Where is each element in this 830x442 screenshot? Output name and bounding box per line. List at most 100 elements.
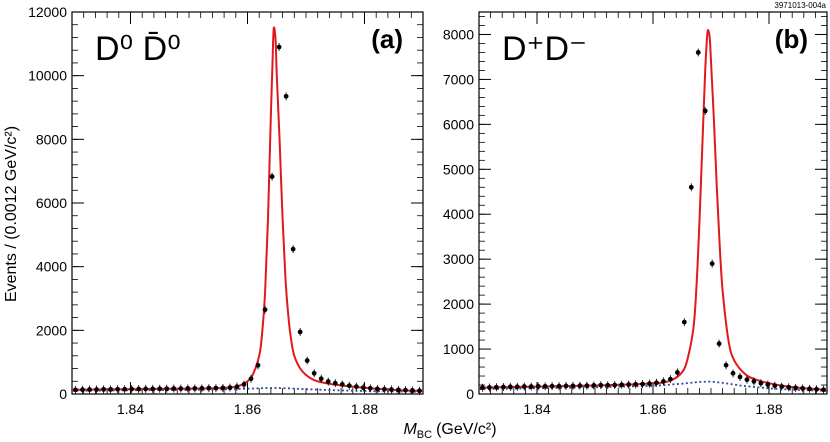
data-point (480, 385, 485, 391)
data-point (234, 384, 240, 390)
data-point (403, 387, 408, 393)
data-point (136, 386, 142, 392)
data-point (94, 387, 99, 392)
data-point (367, 385, 373, 391)
data-point (674, 370, 680, 375)
data-point (723, 362, 729, 368)
data-point (73, 387, 78, 393)
x-tick-label: 1.86 (639, 401, 666, 417)
data-point (101, 386, 106, 392)
data-point (494, 384, 499, 390)
data-point (290, 246, 296, 252)
decay-label: D⁰ D̄⁰ (95, 30, 181, 68)
data-point (702, 108, 708, 114)
data-point (157, 386, 163, 392)
data-point (304, 358, 310, 363)
data-point (688, 184, 694, 190)
data-point (514, 384, 520, 390)
y-tick-label: 5000 (443, 161, 474, 177)
data-point (199, 385, 205, 391)
data-point (318, 376, 324, 382)
data-point (814, 386, 819, 392)
y-tick-label: 4000 (443, 206, 474, 222)
y-tick-label: 2000 (443, 296, 474, 312)
data-point (737, 374, 743, 380)
y-tick-label: 2000 (36, 322, 67, 338)
plot-frame (71, 11, 424, 395)
data-point (220, 385, 226, 391)
x-tick-label: 1.88 (351, 401, 378, 417)
fit-curve (72, 26, 423, 392)
data-point (150, 386, 156, 392)
data-point (654, 380, 659, 386)
data-point (779, 384, 785, 389)
data-point (528, 384, 534, 389)
data-point (325, 379, 331, 384)
x-tick-label: 1.88 (755, 401, 782, 417)
data-point (389, 387, 394, 392)
data-point (647, 381, 652, 387)
y-tick-label: 7000 (443, 71, 474, 87)
data-point (619, 382, 625, 388)
y-tick-label: 4000 (36, 259, 67, 275)
data-point (213, 385, 219, 391)
data-point (563, 383, 569, 389)
y-tick-label: 6000 (443, 116, 474, 132)
data-point (681, 319, 687, 325)
data-point (346, 383, 352, 389)
data-point (122, 386, 128, 392)
plot-frame (478, 11, 828, 395)
data-point (143, 386, 149, 392)
data-point (716, 341, 722, 347)
data-point (591, 383, 597, 388)
data-point (570, 383, 576, 389)
data-point (542, 383, 548, 389)
data-point (129, 386, 135, 392)
data-point (612, 382, 618, 388)
data-point (248, 376, 254, 382)
data-point (227, 385, 233, 391)
data-point (772, 383, 778, 389)
data-point (115, 386, 121, 392)
y-tick-label: 12000 (28, 4, 67, 20)
data-point (381, 386, 387, 392)
y-axis-title: Events / (0.0012 GeV/c²) (3, 126, 20, 302)
data-point (640, 381, 645, 387)
data-point (171, 386, 177, 391)
panel-a: 1.84 1.86 1.88 0 2000 4000 6000 8000 10000 12000 (… (28, 4, 424, 417)
data-point (192, 386, 198, 391)
panel-label: (a) (371, 24, 403, 54)
data-point (206, 385, 212, 391)
data-point (283, 93, 289, 99)
x-tick-label: 1.84 (117, 401, 144, 417)
data-point (556, 383, 562, 389)
y-tick-label: 8000 (36, 131, 67, 147)
figure-code: 3971013-004a (774, 1, 826, 10)
background-curve (479, 380, 827, 392)
data-point (800, 385, 806, 391)
data-point (695, 50, 701, 55)
y-tick-label: 0 (466, 386, 474, 402)
data-point (786, 384, 792, 390)
data-point (178, 386, 184, 391)
data-point (262, 307, 268, 313)
data-point (396, 387, 401, 393)
x-tick-label: 1.86 (234, 401, 261, 417)
data-point (255, 362, 261, 368)
data-point (87, 387, 92, 392)
data-point (108, 386, 114, 392)
data-point (751, 379, 757, 384)
x-axis-title-var: M (403, 421, 417, 438)
data-point (709, 261, 715, 267)
panel-b: 1.84 1.86 1.88 0 1000 2000 3000 4000 5000 6000 700… (443, 11, 828, 417)
data-point (332, 380, 338, 386)
data-point (269, 174, 275, 179)
data-point (374, 386, 380, 392)
data-point (549, 383, 555, 389)
data-point (410, 388, 415, 393)
x-axis-title: MBC (GeV/c²) (403, 421, 496, 441)
y-tick-label: 6000 (36, 195, 67, 211)
decay-label: D⁺D⁻ (502, 30, 587, 68)
y-tick-label: 1000 (443, 341, 474, 357)
